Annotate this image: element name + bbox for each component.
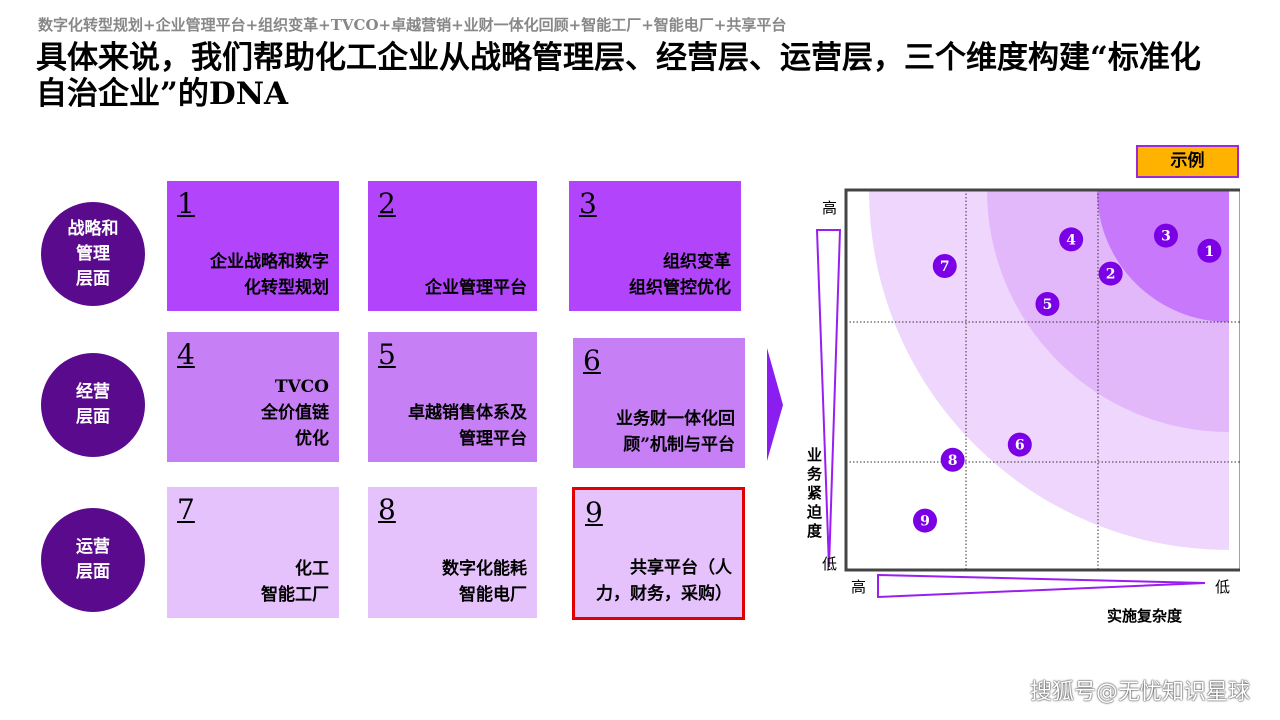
initiative-number: 8	[378, 493, 396, 526]
legend-label: 示例	[1136, 145, 1239, 178]
axis-label: 低	[822, 555, 837, 573]
point-2	[1098, 261, 1123, 286]
axis-label: 高	[851, 578, 866, 596]
arrow-right-icon	[767, 348, 783, 461]
initiative-text: TVCO 全价值链 优化	[261, 377, 329, 449]
initiative-number: 2	[378, 187, 396, 220]
point-3	[1153, 223, 1178, 248]
initiative-box-9: 9 共享平台（人 力，财务，采购）	[572, 487, 745, 620]
point-label: 2	[1106, 267, 1116, 283]
initiative-number: 3	[579, 187, 597, 220]
page-title: 具体来说，我们帮助化工企业从战略管理层、经营层、运营层，三个维度构建“标准化自治…	[36, 40, 1201, 112]
initiative-number: 5	[378, 338, 396, 371]
initiative-box-2: 2 企业管理平台	[368, 181, 537, 311]
initiative-number: 7	[177, 493, 195, 526]
initiative-number: 1	[177, 187, 195, 220]
initiative-text: 组织变革 组织管控优化	[629, 252, 731, 298]
initiative-box-7: 7 化工 智能工厂	[167, 487, 339, 618]
initiative-box-6: 6 业务财一体化回 顾”机制与平台	[573, 338, 745, 468]
priority-zone-3	[1097, 190, 1229, 322]
axis-label: 实施复杂度	[1107, 607, 1183, 625]
axis-label: 高	[822, 199, 837, 217]
layer-execution: 运营 层面	[41, 508, 145, 612]
point-6	[1007, 432, 1032, 457]
initiative-box-5: 5 卓越销售体系及 管理平台	[368, 332, 537, 462]
point-label: 8	[948, 453, 958, 469]
initiative-text: 企业战略和数字 化转型规划	[210, 252, 329, 298]
initiative-number: 4	[177, 338, 195, 371]
x-axis-wedge	[877, 573, 1206, 599]
point-label: 4	[1066, 232, 1076, 248]
initiative-box-4: 4 TVCO 全价值链 优化	[167, 332, 339, 462]
point-label: 1	[1205, 244, 1215, 260]
layer-strategy: 战略和 管理 层面	[41, 202, 145, 306]
subtitle: 数字化转型规划+企业管理平台+组织变革+TVCO+卓越营销+业财一体化回顾+智能…	[38, 16, 787, 34]
point-9	[913, 508, 937, 533]
point-1	[1197, 238, 1222, 263]
initiative-box-1: 1 企业战略和数字 化转型规划	[167, 181, 339, 311]
initiative-box-3: 3 组织变革 组织管控优化	[569, 181, 741, 311]
initiative-text: 企业管理平台	[425, 278, 527, 298]
point-7	[932, 254, 957, 278]
initiative-box-8: 8 数字化能耗 智能电厂	[368, 487, 537, 618]
point-8	[940, 447, 965, 472]
point-label: 9	[920, 514, 930, 530]
initiative-text: 业务财一体化回 顾”机制与平台	[616, 409, 735, 455]
watermark: 搜狐号@无忧知识星球	[1029, 680, 1250, 705]
point-label: 7	[940, 259, 950, 275]
point-label: 6	[1015, 438, 1025, 454]
initiative-text: 共享平台（人 力，财务，采购）	[596, 558, 732, 604]
initiative-text: 化工 智能工厂	[261, 559, 329, 605]
point-5	[1035, 292, 1060, 316]
initiative-text: 卓越销售体系及 管理平台	[408, 403, 527, 449]
y-axis-wedge	[815, 229, 842, 568]
point-4	[1059, 227, 1084, 252]
initiative-number: 9	[585, 496, 603, 529]
chart-frame	[844, 188, 1240, 572]
initiative-number: 6	[583, 344, 601, 377]
point-label: 3	[1161, 229, 1171, 245]
point-label: 5	[1043, 297, 1053, 313]
layer-operation: 经营 层面	[41, 353, 145, 457]
axis-label: 低	[1215, 578, 1230, 596]
initiative-text: 数字化能耗 智能电厂	[442, 559, 527, 605]
y-axis-title: 业务紧迫度	[805, 447, 823, 542]
